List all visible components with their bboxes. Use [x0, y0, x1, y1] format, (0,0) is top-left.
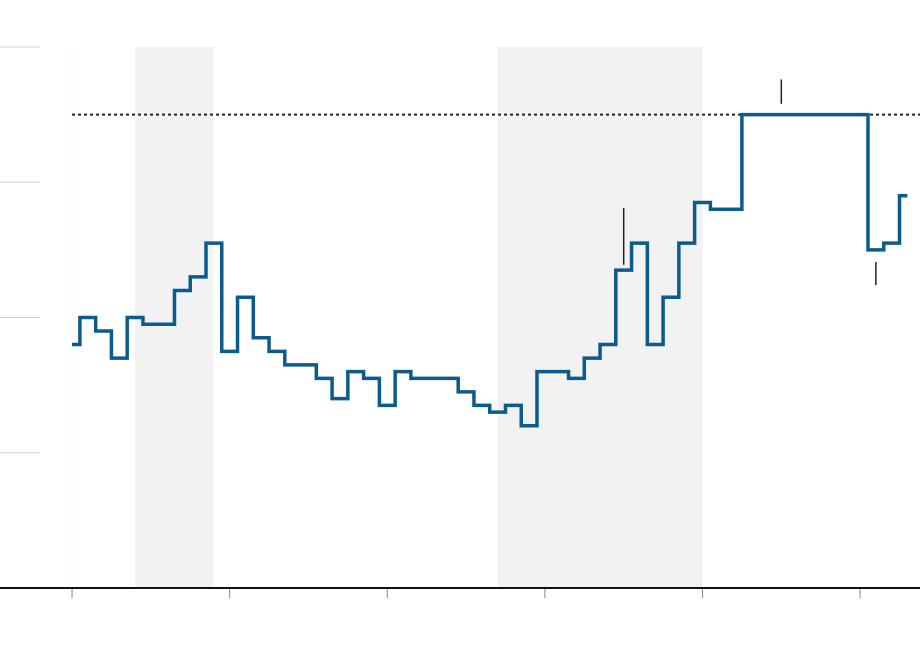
step-line: [72, 112, 908, 428]
shaded-range: [497, 47, 703, 588]
